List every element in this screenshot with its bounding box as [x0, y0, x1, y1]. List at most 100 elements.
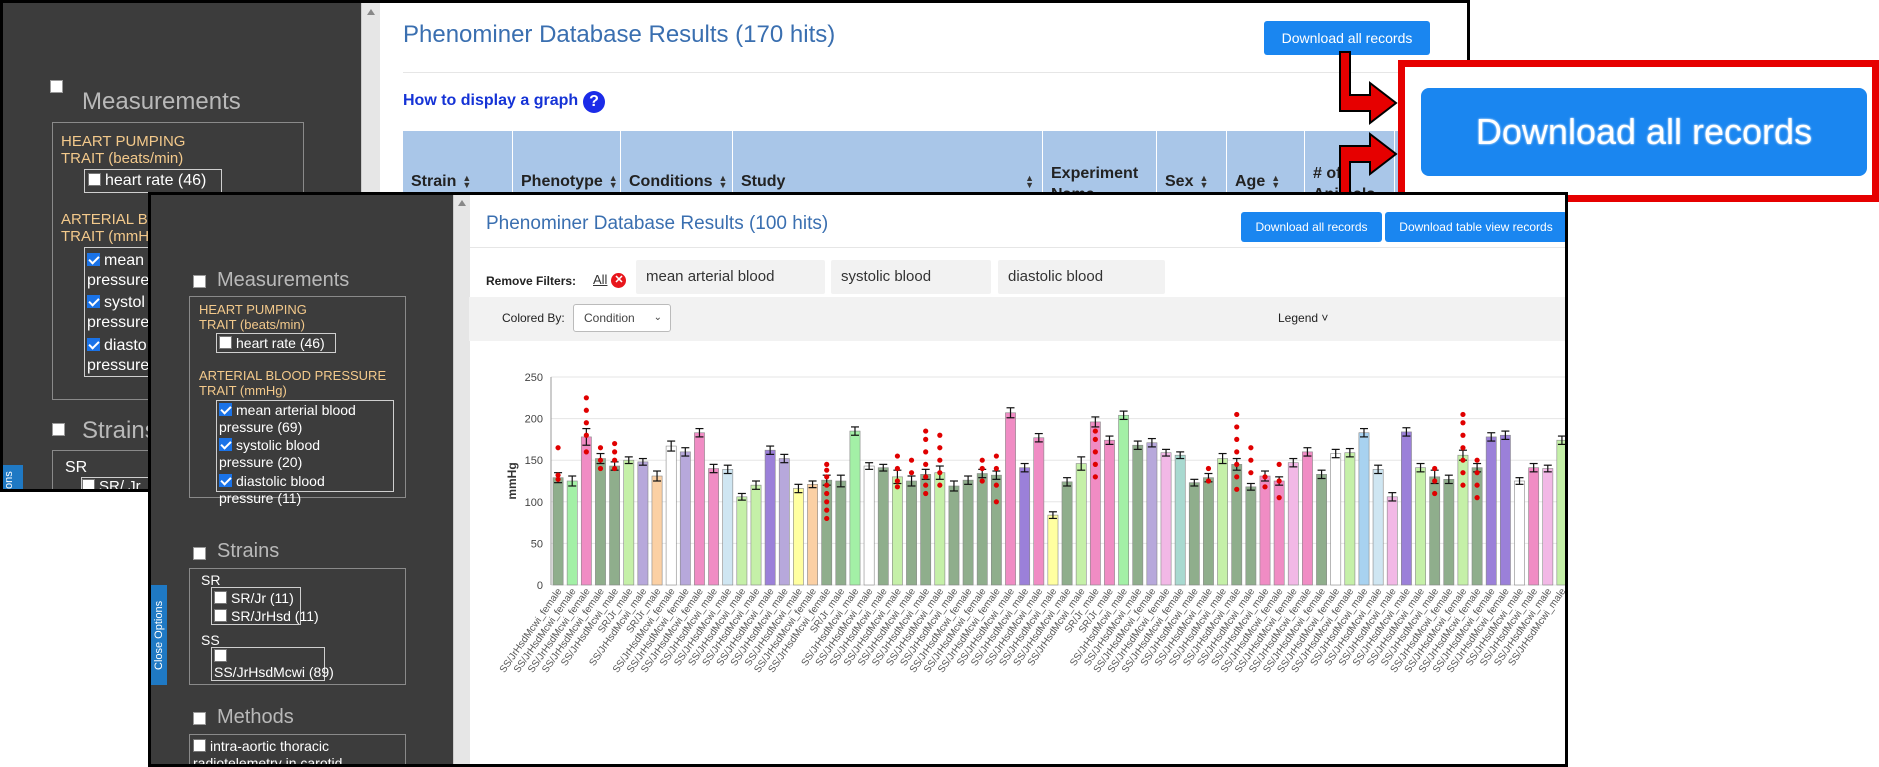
sr-jr-label: SR/Jr (11) — [231, 590, 294, 606]
measurements-checkbox[interactable] — [50, 80, 63, 93]
col-strain[interactable]: Strain ▲ ▼ — [403, 131, 513, 195]
chart-bar — [793, 488, 804, 586]
heart-rate-option[interactable]: heart rate (46) — [84, 169, 222, 193]
diastolic-checkbox[interactable] — [219, 474, 232, 487]
legend-label: Legend — [1278, 311, 1319, 325]
arrows-overlay — [1339, 51, 1398, 209]
col-experiment-name[interactable]: Experiment Name — [1043, 131, 1157, 203]
chart-bar — [694, 432, 705, 586]
systolic-checkbox[interactable] — [87, 295, 100, 308]
scroll-up-icon[interactable] — [458, 200, 466, 206]
close-icon[interactable]: ✕ — [611, 273, 627, 288]
chart-bar — [1061, 481, 1073, 586]
mean-arterial-checkbox[interactable] — [219, 403, 232, 416]
diastolic-checkbox[interactable] — [87, 338, 100, 351]
chart-bar — [736, 496, 748, 586]
chart-bar — [892, 476, 903, 586]
data-point — [1460, 420, 1466, 426]
download-all-button[interactable]: Download all records — [1241, 212, 1382, 242]
data-point — [1460, 445, 1466, 451]
col-sex[interactable]: Sex ▲ ▼ — [1157, 131, 1227, 195]
data-point — [993, 482, 999, 488]
data-point — [1432, 490, 1438, 497]
data-point — [824, 515, 830, 522]
diastolic-option[interactable]: diastolic blood pressure (11) — [219, 473, 325, 507]
systolic-option-partial[interactable]: systol pressure — [87, 293, 149, 333]
strains-checkbox[interactable] — [193, 547, 206, 560]
data-point — [937, 445, 943, 451]
callout-download-all-button[interactable]: Download all records — [1421, 88, 1867, 176]
method-option[interactable]: intra-aortic thoracic radiotelemetry in c… — [193, 738, 342, 764]
ss-jrhsdmcwi-checkbox[interactable] — [214, 649, 227, 662]
y-tick-label: 150 — [525, 455, 543, 467]
sr-jr-checkbox[interactable] — [214, 591, 227, 604]
sort-icon[interactable]: ▲ ▼ — [462, 172, 472, 190]
ss-jrhsdmcwi-option[interactable]: SS/JrHsdMcwi (89) — [214, 648, 334, 680]
download-table-view-button[interactable]: Download table view records — [1385, 212, 1565, 242]
arterial-options-box — [216, 400, 394, 492]
data-point — [583, 449, 589, 455]
mean-arterial-option[interactable]: mean arterial blood pressure (69) — [219, 402, 356, 436]
legend-toggle[interactable]: Legend ˅ — [1278, 311, 1328, 325]
diastolic-label: diastolic blood pressure (11) — [219, 473, 325, 506]
col-phenotype[interactable]: Phenotype ▲ ▼ — [513, 131, 621, 195]
data-point — [1474, 482, 1480, 488]
remove-filters-label: Remove Filters: — [486, 274, 577, 288]
methods-checkbox[interactable] — [193, 712, 206, 725]
col-age[interactable]: Age ▲ ▼ — [1227, 131, 1305, 195]
all-link[interactable]: All — [593, 272, 608, 287]
close-options-tab[interactable]: ons — [3, 465, 23, 489]
heart-rate-option[interactable]: heart rate (46) — [216, 333, 336, 353]
sr-jrhsd-checkbox[interactable] — [214, 609, 227, 622]
diastolic-option-partial[interactable]: diasto pressure — [87, 336, 149, 376]
heart-rate-label: heart rate (46) — [105, 172, 207, 189]
data-point — [597, 457, 604, 463]
chart-bar — [1415, 467, 1426, 586]
filter-chip-diastolic[interactable]: diastolic blood pressure✕ — [998, 260, 1165, 319]
heart-rate-checkbox[interactable] — [88, 173, 101, 186]
data-point — [1234, 411, 1240, 418]
remove-all-filters[interactable]: All ✕ — [593, 272, 627, 288]
heart-rate-label: heart rate (46) — [236, 335, 325, 351]
col-conditions[interactable]: Conditions ▲ ▼ — [621, 131, 733, 195]
chart-bar — [623, 459, 635, 586]
data-point — [1092, 428, 1098, 434]
data-point — [1460, 457, 1466, 463]
systolic-option[interactable]: systolic blood pressure (20) — [219, 437, 320, 471]
chart-bar — [877, 467, 889, 586]
sr-jr-checkbox[interactable] — [82, 479, 95, 489]
chart-bar — [1542, 468, 1554, 586]
sort-icon[interactable]: ▲ ▼ — [718, 172, 728, 190]
y-axis-label: mmHg — [505, 462, 519, 499]
mean-option-partial[interactable]: mean pressure — [87, 251, 149, 291]
data-point — [555, 472, 561, 478]
colored-by-select[interactable]: Condition ⌄ — [573, 304, 671, 332]
scroll-up-icon[interactable] — [367, 9, 375, 15]
col-study[interactable]: Study ▲ ▼ — [733, 131, 1043, 195]
strains-checkbox[interactable] — [52, 423, 65, 436]
data-point — [597, 445, 604, 451]
front-scrollbar[interactable] — [453, 195, 470, 764]
sort-icon[interactable]: ▲ ▼ — [1025, 173, 1034, 190]
data-point — [583, 407, 589, 413]
sr-jrhsd-option[interactable]: SR/JrHsd (11) — [214, 608, 319, 624]
close-options-tab[interactable]: Close Options — [151, 585, 167, 685]
data-point — [824, 490, 830, 497]
chart-bar — [1146, 442, 1158, 586]
systolic-checkbox[interactable] — [219, 438, 232, 451]
back-download-all-button[interactable]: Download all records — [1264, 21, 1430, 55]
heart-rate-checkbox[interactable] — [219, 336, 232, 349]
sort-icon[interactable]: ▲ ▼ — [1199, 172, 1209, 190]
sort-icon[interactable]: ▲ ▼ — [1271, 172, 1281, 190]
chart-bar — [1231, 464, 1243, 586]
sort-icon[interactable]: ▲ ▼ — [608, 172, 618, 190]
filter-chip-mean[interactable]: mean arterial blood pressure✕ — [636, 260, 825, 319]
measurements-checkbox[interactable] — [193, 275, 206, 288]
filter-chip-systolic[interactable]: systolic blood pressure✕ — [831, 260, 991, 319]
mean-checkbox[interactable] — [87, 253, 100, 266]
sr-jr-option[interactable]: SR/Jr (11) — [214, 590, 294, 606]
method-checkbox[interactable] — [193, 739, 206, 752]
help-icon[interactable]: ? — [583, 91, 605, 113]
chart-bar — [1499, 434, 1511, 586]
how-to-display-link[interactable]: How to display a graph — [403, 92, 579, 109]
